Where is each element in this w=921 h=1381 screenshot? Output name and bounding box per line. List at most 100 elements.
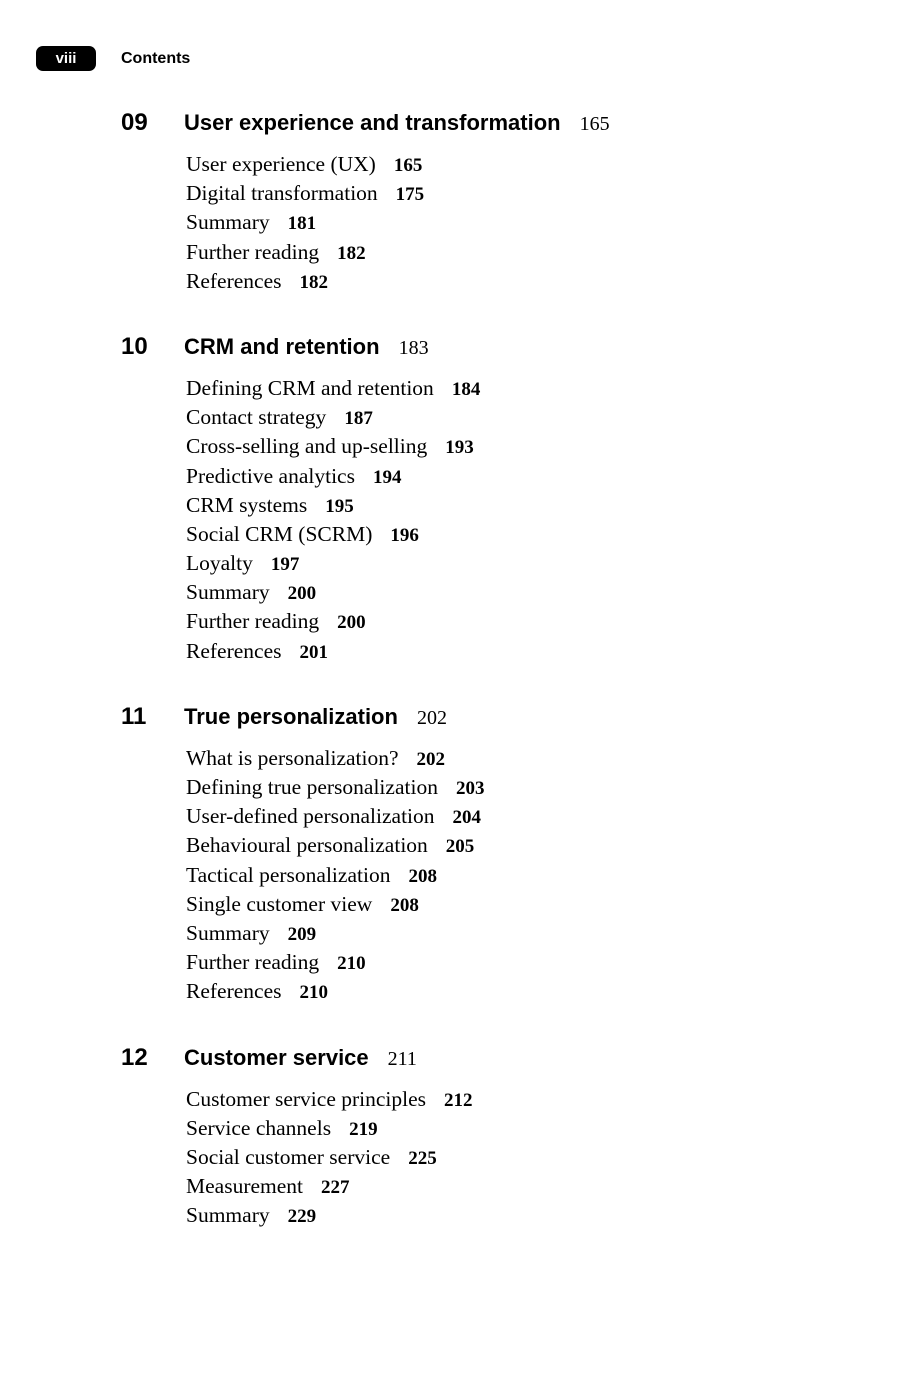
section-list: User experience (UX) 165 Digital transform…: [186, 152, 610, 298]
toc-entry: User-defined personalization 204: [186, 804, 610, 833]
table-of-contents: 09 User experience and transformation 165 U…: [121, 109, 610, 1267]
section-list: What is personalization? 202 Defining true…: [186, 746, 610, 1009]
entry-title: Summary: [186, 580, 270, 605]
entry-title: Tactical personalization: [186, 862, 391, 887]
entry-page: 165: [393, 155, 423, 176]
entry-page: 203: [455, 778, 485, 799]
entry-page: 193: [445, 437, 474, 459]
entry-title: References: [186, 979, 282, 1004]
entry-title: Digital transformation: [186, 181, 378, 206]
entry-page: 208: [408, 865, 437, 887]
entry-page: 197: [270, 554, 300, 576]
chapter-heading: 11 True personalization 202: [121, 703, 610, 733]
section-list: Defining CRM and retention 184 Contact str…: [186, 376, 610, 668]
entry-page: 219: [349, 1118, 378, 1140]
entry-title: CRM systems: [186, 492, 308, 517]
entry-title: Social customer service: [186, 1144, 391, 1169]
chapter-heading: 12 Customer service 211: [121, 1044, 610, 1074]
section-list: Customer service principles 212 Service ch…: [186, 1087, 610, 1233]
toc-entry: Further reading 182: [186, 240, 610, 269]
entry-page: 194: [372, 466, 402, 488]
chapter-number: 11: [121, 702, 147, 730]
entry-title: Service channels: [186, 1115, 332, 1140]
entry-title: Cross-selling and up-selling: [186, 434, 428, 459]
toc-entry: Contact strategy 187: [186, 405, 610, 434]
entry-title: Summary: [186, 1203, 270, 1228]
entry-page: 181: [287, 213, 317, 235]
entry-title: Social CRM (SCRM): [186, 521, 373, 546]
chapter: 10 CRM and retention 183 Defining CRM and r…: [121, 333, 610, 668]
entry-title: Summary: [186, 920, 270, 945]
entry-title: What is personalization?: [186, 745, 399, 770]
chapter-page: 202: [416, 706, 447, 729]
toc-entry: Cross-selling and up-selling 193: [186, 434, 610, 463]
chapter-number: 12: [121, 1043, 148, 1071]
chapter-number: 10: [121, 332, 148, 360]
toc-entry: Summary 181: [186, 210, 610, 239]
entry-title: Single customer view: [186, 891, 373, 916]
toc-entry: References 201: [186, 639, 610, 668]
toc-entry: Further reading 200: [186, 609, 610, 638]
chapter-page: 211: [387, 1047, 417, 1070]
running-title: Contents: [121, 49, 191, 67]
entry-page: 182: [337, 242, 366, 264]
toc-entry: References 182: [186, 269, 610, 298]
entry-page: 227: [321, 1177, 350, 1199]
toc-entry: Defining true personalization 203: [186, 775, 610, 804]
entry-page: 225: [408, 1147, 437, 1169]
chapter: 09 User experience and transformation 165 U…: [121, 109, 610, 298]
entry-title: Defining CRM and retention: [186, 375, 434, 400]
entry-page: 210: [337, 953, 366, 975]
toc-entry: User experience (UX) 165: [186, 152, 610, 181]
entry-title: Summary: [186, 210, 270, 235]
entry-title: Further reading: [186, 239, 320, 264]
toc-entry: Measurement 227: [186, 1174, 610, 1203]
toc-entry: Defining CRM and retention 184: [186, 376, 610, 405]
toc-entry: Service channels 219: [186, 1116, 610, 1145]
entry-title: Further reading: [186, 609, 320, 634]
entry-title: References: [186, 638, 282, 663]
toc-entry: Customer service principles 212: [186, 1087, 610, 1116]
chapter-title: True personalization: [184, 703, 398, 729]
entry-title: User-defined personalization: [186, 804, 435, 829]
toc-entry: Summary 200: [186, 580, 610, 609]
entry-page: 187: [344, 408, 373, 430]
chapter-heading: 09 User experience and transformation 165: [121, 109, 610, 139]
entry-page: 200: [287, 583, 317, 605]
chapter-page: 183: [398, 336, 429, 359]
chapter-title: CRM and retention: [184, 333, 380, 359]
entry-page: 205: [445, 836, 475, 858]
toc-entry: References 210: [186, 979, 610, 1008]
entry-page: 210: [299, 982, 329, 1004]
toc-entry: Further reading 210: [186, 950, 610, 979]
toc-entry: Predictive analytics 194: [186, 464, 610, 493]
toc-entry: Tactical personalization 208: [186, 863, 610, 892]
entry-title: Contact strategy: [186, 405, 327, 430]
entry-title: Predictive analytics: [186, 463, 355, 488]
chapter-page: 165: [579, 113, 610, 135]
toc-entry: Summary 229: [186, 1203, 610, 1232]
entry-page: 212: [444, 1089, 473, 1111]
entry-title: Loyalty: [186, 551, 253, 576]
entry-page: 209: [287, 923, 317, 945]
chapter-heading: 10 CRM and retention 183: [121, 333, 610, 363]
entry-page: 195: [325, 495, 354, 517]
entry-title: Behavioural personalization: [186, 833, 428, 858]
toc-entry: Loyalty 197: [186, 551, 610, 580]
entry-title: Measurement: [186, 1174, 304, 1199]
chapter: 11 True personalization 202 What is persona…: [121, 703, 610, 1009]
entry-page: 200: [337, 612, 366, 634]
chapter-number: 09: [121, 109, 148, 136]
entry-page: 208: [390, 894, 419, 916]
entry-page: 184: [451, 378, 481, 400]
toc-entry: CRM systems 195: [186, 493, 610, 522]
entry-page: 175: [395, 184, 425, 206]
entry-page: 196: [390, 524, 419, 546]
chapter-title: Customer service: [184, 1044, 369, 1070]
entry-page: 229: [287, 1206, 317, 1228]
toc-entry: What is personalization? 202: [186, 746, 610, 775]
entry-title: User experience (UX): [186, 152, 376, 176]
chapter-title: User experience and transformation: [184, 110, 561, 135]
chapter: 12 Customer service 211 Customer service pr…: [121, 1044, 610, 1233]
toc-entry: Social CRM (SCRM) 196: [186, 522, 610, 551]
